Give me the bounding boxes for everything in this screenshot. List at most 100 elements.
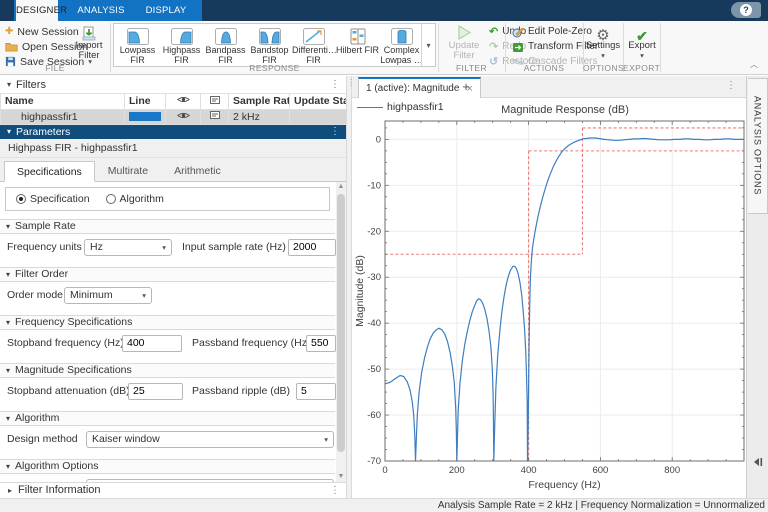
new-session-label: New Session [17, 25, 79, 38]
collapse-icon: ▾ [7, 80, 12, 89]
svg-text:0: 0 [382, 465, 387, 476]
design-method-select[interactable]: Kaiser window ▾ [86, 430, 334, 448]
new-document-tab-button[interactable]: + [462, 79, 470, 94]
update-filter-button[interactable]: Update Filter [442, 22, 486, 64]
section-algorithm-options[interactable]: ▾ Algorithm Options [0, 458, 335, 474]
radio-algorithm[interactable]: Algorithm [105, 193, 164, 205]
tab-specifications[interactable]: Specifications [4, 160, 95, 182]
gallery-dropdown-icon: ▾ [426, 40, 431, 50]
magnitude-specs-row: Stopband attenuation (dB) Passband rippl… [0, 381, 346, 403]
passband-frequency-field[interactable] [306, 334, 336, 352]
col-update-status[interactable]: Update Status [289, 94, 347, 110]
tab-display-options[interactable]: DISPLAY OPTIONS [144, 5, 188, 37]
radio-selected-icon [16, 193, 26, 204]
gallery-item-complex-lowpass[interactable]: Complex Lowpas … [380, 25, 423, 66]
filter-information-menu-icon[interactable]: ⋮ [330, 484, 340, 496]
settings-button[interactable]: ⚙ Settings ▾ [585, 27, 621, 60]
magnitude-document-tab[interactable]: 1 (active): Magnitude × [358, 77, 481, 98]
line-color-swatch [129, 112, 161, 121]
section-frequency-specifications[interactable]: ▾ Frequency Specifications [0, 314, 335, 330]
restore-button[interactable]: ↺ Restore [489, 55, 537, 68]
filter-visibility-cell[interactable] [165, 109, 201, 125]
filters-menu-icon[interactable]: ⋮ [330, 79, 340, 90]
col-info[interactable] [200, 94, 229, 110]
tab-multirate[interactable]: Multirate [107, 164, 149, 177]
edit-pole-zero-button[interactable]: Edit Pole-Zero [512, 25, 592, 38]
analysis-options-tab[interactable]: ANALYSIS OPTIONS [748, 78, 768, 214]
expand-panel-icon[interactable] [752, 456, 764, 468]
save-session-button[interactable]: Save Session ▾ [5, 54, 92, 69]
scroll-down-icon[interactable]: ▼ [337, 472, 345, 480]
parameters-panel-header[interactable]: ▾ Parameters ⋮ [0, 124, 346, 139]
passband-ripple-field[interactable] [296, 382, 336, 400]
close-icon[interactable]: × [466, 82, 473, 95]
magnitude-response-chart[interactable]: 0 200 400 600 800 0 -10 -20 -30 -40 -50 -60 -70 Frequ… [352, 118, 746, 498]
section-label-export: EXPORT [623, 63, 661, 73]
filter-row-highpassfir1[interactable]: highpassfir1 2 kHz [0, 109, 347, 125]
gear-icon: ⚙ [596, 27, 610, 44]
col-name[interactable]: Name [0, 94, 125, 110]
filter-name-cell[interactable]: highpassfir1 [0, 109, 125, 125]
filters-panel-header[interactable]: ▾ Filters ⋮ [0, 76, 346, 94]
stopband-frequency-field[interactable] [122, 334, 182, 352]
minimum-order-select[interactable]: Even ▾ [86, 478, 334, 482]
svg-text:-20: -20 [367, 226, 381, 237]
tab-analysis[interactable]: ANALYSIS [77, 5, 125, 16]
edit-pole-zero-icon [512, 27, 524, 37]
new-session-button[interactable]: ✚ New Session [5, 24, 79, 39]
stopband-attenuation-field[interactable] [128, 382, 183, 400]
frequency-units-select[interactable]: Hz ▾ [84, 238, 172, 256]
help-button[interactable]: ? [731, 2, 761, 18]
scrollbar-thumb[interactable] [337, 193, 345, 452]
col-visibility[interactable] [165, 94, 201, 110]
filter-line-cell[interactable] [124, 109, 166, 125]
collapse-icon: ▾ [6, 413, 11, 423]
parameters-scrollbar[interactable]: ▲ ▼ [336, 181, 346, 482]
section-algorithm[interactable]: ▾ Algorithm [0, 410, 335, 426]
tab-arithmetic[interactable]: Arithmetic [174, 164, 221, 177]
gallery-item-differentiator-fir[interactable]: Differenti… FIR [292, 25, 337, 66]
expand-icon: ▸ [8, 485, 13, 495]
plot-title: Magnitude Response (dB) [501, 104, 629, 116]
radio-unselected-icon [105, 193, 116, 204]
gallery-dropdown-button[interactable]: ▾ [421, 24, 435, 66]
filters-table-header: Name Line Sample Rate Update Status [0, 94, 347, 110]
collapse-ribbon-button[interactable]: ︿ [750, 60, 758, 69]
gallery-item-bandpass-fir[interactable]: Bandpass FIR [204, 25, 247, 66]
section-magnitude-specifications[interactable]: ▾ Magnitude Specifications [0, 362, 335, 378]
section-filter-order[interactable]: ▾ Filter Order [0, 266, 335, 282]
tab-designer[interactable]: DESIGNER [16, 0, 67, 21]
collapse-icon: ▾ [6, 461, 11, 471]
input-sample-rate-field[interactable] [288, 238, 336, 256]
scroll-up-icon[interactable]: ▲ [337, 182, 345, 190]
import-filter-button[interactable]: Import Filter [67, 22, 111, 64]
eye-icon [176, 97, 190, 103]
order-mode-select[interactable]: Minimum ▾ [64, 286, 152, 304]
import-filter-icon [67, 22, 111, 41]
radio-specification[interactable]: Specification [16, 193, 90, 205]
document-tabs-menu-icon[interactable]: ⋮ [726, 80, 736, 91]
sample-rate-row: Frequency units Hz ▾ Input sample rate (… [0, 237, 346, 259]
transform-filter-button[interactable]: Transform Filter [512, 40, 598, 53]
gallery-item-lowpass-fir[interactable]: Lowpass FIR [116, 25, 159, 66]
svg-text:-30: -30 [367, 272, 381, 283]
col-line[interactable]: Line [124, 94, 166, 110]
gallery-item-bandstop-fir[interactable]: Bandstop FIR [248, 25, 291, 66]
col-sample-rate[interactable]: Sample Rate [228, 94, 290, 110]
save-session-dropdown-icon[interactable]: ▾ [88, 57, 92, 66]
parameters-panel-title: Parameters [16, 125, 71, 138]
filter-information-header[interactable]: ▸ Filter Information ⋮ [0, 481, 346, 498]
plot-legend[interactable]: highpassfir1 [357, 101, 444, 113]
filter-info-cell[interactable] [200, 109, 229, 125]
highpass-fir-icon [170, 28, 193, 45]
parameters-menu-icon[interactable]: ⋮ [330, 126, 340, 137]
section-sample-rate[interactable]: ▾ Sample Rate [0, 218, 335, 234]
export-button[interactable]: ✔ Export ▾ [625, 22, 659, 64]
gallery-item-hilbert-fir[interactable]: Hilbert FIR [336, 25, 379, 66]
open-session-button[interactable]: Open Session [5, 39, 88, 54]
ribbon-toolbar: ✚ New Session Open Session Save Session … [0, 21, 768, 75]
differentiator-fir-icon [302, 28, 325, 45]
pane-splitter[interactable]: ⋮ [346, 76, 355, 498]
cascade-filters-button[interactable]: Cascade Filters [512, 55, 597, 68]
gallery-item-highpass-fir[interactable]: Highpass FIR [160, 25, 203, 66]
